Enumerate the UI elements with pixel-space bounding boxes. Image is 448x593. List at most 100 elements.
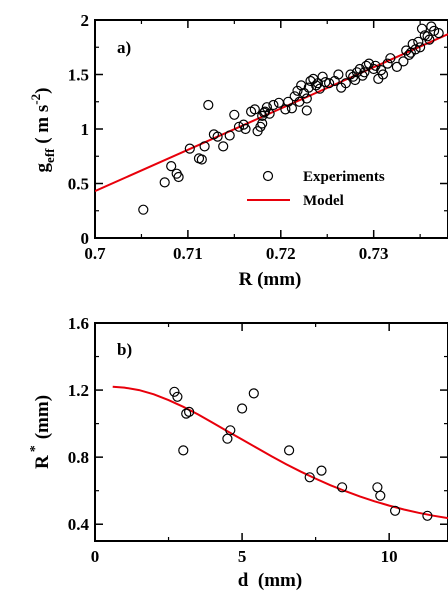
panel-b-data-point: [375, 490, 386, 501]
panel-b-y-axis-title: R * (mm): [28, 395, 53, 469]
panel-a-data-point: [403, 49, 415, 61]
panel-a-y-tick-label: 0.5: [68, 175, 89, 194]
panel-b-data-point: [284, 445, 295, 456]
panel-a-data-point: [212, 131, 223, 142]
panel-a-data-point: [311, 80, 322, 91]
panel-a-y-axis-unit-open: ( m s: [32, 105, 53, 149]
panel-a-ticks: 0.7 0.71 0.72 0.73 0 0.5 1 1.5 2: [68, 11, 448, 263]
panel-b-data-point: [222, 433, 233, 444]
panel-a-data-point: [229, 109, 240, 120]
panel-a-x-tick-label: 0.7: [84, 244, 106, 263]
legend-experiments-marker: [262, 170, 274, 182]
panel-a-y-axis-title: geff ( m s-2): [28, 88, 57, 173]
panel-a-data-point: [238, 119, 249, 130]
panel-a-x-axis-title: R (mm): [239, 269, 302, 290]
panel-a-data-point: [376, 64, 387, 76]
panel-a-data-point: [138, 204, 149, 215]
panel-b-data-point: [316, 465, 327, 476]
panel-a-y-axis-sub: eff: [42, 148, 57, 163]
panel-a-data-point: [289, 91, 300, 102]
panel-a-data-point: [398, 56, 409, 67]
panel-a-model-line: [95, 33, 448, 193]
panel-a-data-point: [359, 67, 370, 78]
panel-b-x-tick-label: 5: [238, 547, 247, 566]
panel-a-series-group: [95, 21, 448, 215]
panel-a-x-tick-label: 0.72: [266, 244, 296, 263]
panel-a-data-point: [433, 27, 444, 39]
panel-a-y-axis-title-text: geff ( m s-2): [28, 88, 57, 173]
panel-a-data-point: [218, 141, 229, 152]
panel-b-y-tick-label: 0.4: [68, 515, 90, 534]
panel-b-data-point: [225, 425, 236, 436]
panel-b-y-axis-unit: (mm): [32, 395, 53, 439]
panel-a-data-point: [196, 154, 207, 165]
legend-model-label: Model: [303, 193, 344, 209]
legend: Experiments Model: [247, 169, 385, 209]
panel-b-y-tick-label: 1.2: [68, 381, 89, 400]
panel-a-data-point: [173, 171, 184, 183]
panel-a-data-point: [259, 106, 271, 117]
panel-a-data-point: [261, 102, 272, 113]
panel-a-y-tick-label: 0: [81, 229, 90, 248]
panel-a-data-point: [303, 82, 314, 93]
panel-a-y-axis-unit-sup: -2: [28, 94, 43, 105]
panel-a-data-point: [429, 25, 440, 36]
panel-a-data-point: [385, 53, 396, 64]
panel-b-data-point: [422, 510, 433, 521]
panel-a-data-point: [268, 99, 279, 111]
panel-b-y-tick-label: 1.6: [68, 314, 89, 333]
panel-b-y-axis-title-text: R * (mm): [28, 395, 53, 469]
panel-a-x-tick-label: 0.71: [173, 244, 203, 263]
legend-experiments-label: Experiments: [303, 169, 385, 185]
panel-b-data-point: [237, 403, 248, 414]
panel-b-tag: b): [117, 340, 132, 359]
panel-a-data-point: [377, 69, 389, 80]
panel-a-plot-area: [95, 21, 448, 215]
panel-b-y-tick-label: 0.8: [68, 448, 89, 467]
panel-a-data-point: [350, 74, 361, 86]
panel-b-y-axis-main: R: [32, 455, 53, 469]
panel-b-data-point: [372, 482, 383, 493]
panel-a-data-point: [233, 121, 245, 132]
panel-a-data-point: [286, 103, 297, 114]
panel-b-model-line: [112, 385, 448, 520]
panel-a-y-tick-label: 1: [81, 120, 90, 139]
panel-a-data-point: [249, 104, 260, 115]
panel-a-data-point: [317, 71, 328, 82]
panel-a-data-point: [292, 85, 303, 96]
panel-a-tag: a): [117, 38, 131, 57]
panel-a-y-axis-unit-close: ): [32, 88, 53, 94]
panel-a-x-tick-label: 0.73: [359, 244, 389, 263]
panel-a-data-point: [199, 141, 210, 152]
panel-b-data-point: [304, 472, 315, 483]
panel-b-data-point: [178, 445, 189, 456]
panel-a-data-point: [324, 78, 335, 89]
panel-a-data-point: [424, 34, 435, 45]
panel-b-data-point: [337, 482, 348, 493]
panel-a-data-point: [314, 83, 325, 94]
panel-a-y-axis-main: g: [32, 162, 53, 172]
panel-b-data-point: [184, 406, 195, 417]
panel-a-data-point: [312, 78, 323, 89]
panel-a-data-point: [166, 161, 177, 172]
panel-a-data-point: [203, 99, 214, 111]
panel-a-y-tick-label: 1.5: [68, 66, 89, 85]
panel-b-frame: [94, 322, 448, 542]
panel-a: 0.7 0.71 0.72 0.73 0 0.5 1 1.5 2 a) R (mm) geff …: [28, 11, 448, 290]
panel-b-x-tick-label: 10: [381, 547, 398, 566]
panel-a-data-point: [259, 107, 270, 118]
panel-a-data-point: [382, 58, 393, 69]
panel-b: 0 5 10 0.4 0.8 1.2 1.6 b) d (mm) R * (mm): [28, 314, 448, 591]
panel-a-data-point: [351, 67, 363, 78]
panel-b-data-point: [172, 391, 183, 402]
panel-b-series-group: [112, 385, 448, 521]
panel-a-frame: [94, 19, 448, 239]
panel-a-data-point: [240, 123, 251, 135]
panel-b-data-point: [390, 505, 401, 516]
panel-a-data-point: [340, 78, 351, 89]
panel-a-data-point: [257, 118, 268, 129]
panel-b-ticks: 0 5 10 0.4 0.8 1.2 1.6: [68, 314, 448, 566]
panel-b-x-axis-title: d (mm): [238, 570, 302, 591]
panel-a-y-tick-label: 2: [81, 11, 90, 30]
